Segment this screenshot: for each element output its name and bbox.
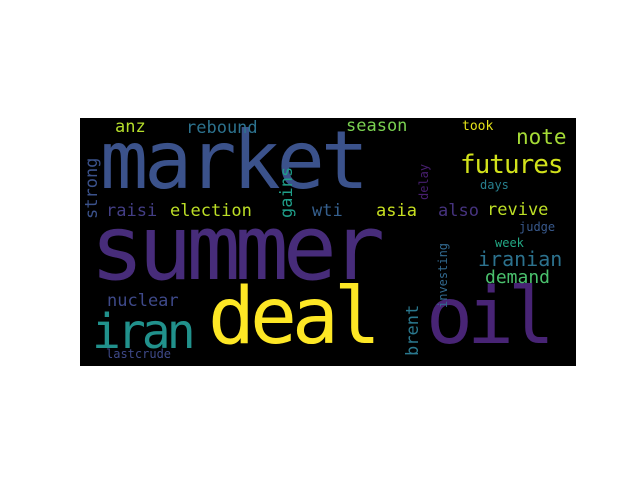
- word-gains: gains: [277, 166, 297, 218]
- word-week: week: [495, 236, 524, 250]
- word-deal: deal: [208, 272, 381, 362]
- word-note: note: [516, 125, 567, 149]
- word-investing: investing: [436, 242, 450, 308]
- word-rebound: rebound: [186, 118, 258, 138]
- word-anz: anz: [115, 118, 146, 137]
- word-wti: wti: [312, 201, 343, 221]
- word-cloud-panel: summer market deal oil iran futures note…: [80, 118, 576, 366]
- word-took: took: [462, 119, 494, 134]
- word-market: market: [100, 118, 369, 207]
- word-nuclear: nuclear: [107, 291, 179, 311]
- word-days: days: [480, 178, 509, 192]
- word-brent: brent: [403, 304, 423, 356]
- word-judge: judge: [519, 220, 556, 234]
- word-lastcrude: lastcrude: [106, 347, 172, 361]
- word-delay: delay: [417, 163, 431, 200]
- word-election: election: [170, 201, 252, 221]
- word-futures: futures: [460, 150, 564, 180]
- word-raisi: raisi: [106, 201, 158, 221]
- word-season: season: [346, 118, 408, 136]
- word-revive: revive: [487, 200, 549, 220]
- word-also: also: [438, 201, 479, 221]
- word-iranian: iranian: [478, 247, 563, 271]
- word-iran: iran: [92, 304, 196, 360]
- word-demand: demand: [485, 267, 551, 288]
- word-oil: oil: [426, 272, 555, 362]
- word-summer: summer: [90, 196, 385, 301]
- word-strong: strong: [82, 157, 102, 219]
- word-asia: asia: [376, 201, 417, 221]
